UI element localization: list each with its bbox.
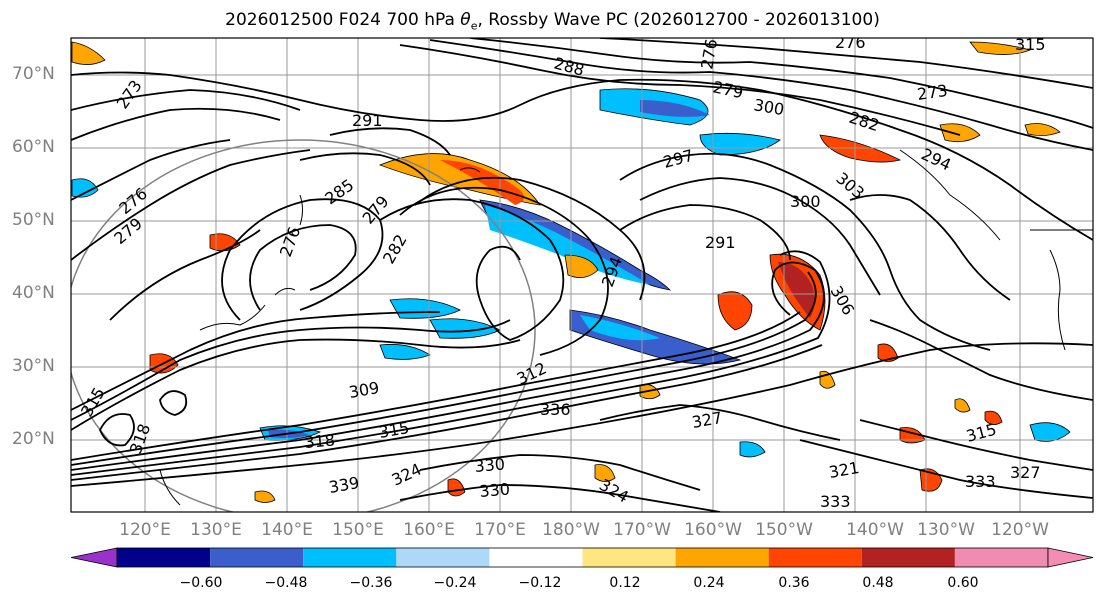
lon-label: 150°E <box>332 520 384 540</box>
colorbar-extend-low <box>70 547 118 568</box>
colorbar-cell <box>489 548 583 567</box>
lat-label: 50°N <box>12 210 55 230</box>
lon-label: 140°E <box>261 520 313 540</box>
colorbar-tick: −0.60 <box>179 575 223 591</box>
lon-label: 160°E <box>403 520 455 540</box>
svg-text:330: 330 <box>479 479 511 501</box>
lon-label: 170°W <box>613 520 671 540</box>
svg-text:315: 315 <box>1015 35 1046 54</box>
lon-label: 130°W <box>917 520 975 540</box>
colorbar-tick: −0.48 <box>264 575 308 591</box>
svg-text:318: 318 <box>304 430 336 452</box>
svg-text:330: 330 <box>474 454 506 476</box>
colorbar-cell <box>861 548 955 567</box>
coastlines <box>159 149 1093 506</box>
lat-label: 70°N <box>12 64 55 84</box>
colorbar-extend-high <box>1047 547 1094 568</box>
lon-label: 150°W <box>755 520 813 540</box>
graticule <box>71 38 1093 512</box>
colorbar-tick: −0.12 <box>518 575 562 591</box>
colorbar-cell <box>117 548 211 567</box>
lat-label: 20°N <box>12 429 55 449</box>
lon-label: 120°W <box>991 520 1049 540</box>
colorbar-cell <box>210 548 304 567</box>
map-title: 2026012500 F024 700 hPa θe, Rossby Wave … <box>225 10 880 33</box>
svg-text:333: 333 <box>820 492 851 511</box>
map-frame <box>70 37 1094 513</box>
lat-label: 30°N <box>12 356 55 376</box>
lon-label: 130°E <box>190 520 242 540</box>
colorbar-cell <box>396 548 490 567</box>
colorbar-cell <box>303 548 397 567</box>
lat-label: 40°N <box>12 283 55 303</box>
svg-text:327: 327 <box>1010 463 1041 482</box>
colorbar-tick: 0.48 <box>862 575 894 591</box>
colorbar-cell <box>675 548 769 567</box>
svg-text:291: 291 <box>352 111 383 130</box>
colorbar-cell <box>768 548 862 567</box>
lon-label: 160°W <box>684 520 742 540</box>
colorbar-cell <box>954 548 1048 567</box>
colorbar-tick: −0.36 <box>349 575 393 591</box>
colorbar-tick: −0.24 <box>433 575 477 591</box>
colorbar-tick: 0.36 <box>778 575 810 591</box>
colorbar-tick: 0.60 <box>947 575 979 591</box>
lon-label: 170°E <box>474 520 526 540</box>
colorbar-tick: 0.24 <box>693 575 725 591</box>
contours <box>71 38 1093 512</box>
svg-text:273: 273 <box>916 81 949 104</box>
lon-label: 120°E <box>119 520 171 540</box>
lat-label: 60°N <box>12 137 55 157</box>
lon-label: 140°W <box>846 520 904 540</box>
colorbar-tick: 0.12 <box>609 575 641 591</box>
svg-text:276: 276 <box>835 33 866 52</box>
svg-text:300: 300 <box>790 192 821 211</box>
svg-text:291: 291 <box>705 233 736 252</box>
svg-text:333: 333 <box>965 472 996 491</box>
region-circle <box>71 139 536 512</box>
colorbar-cell <box>582 548 676 567</box>
lon-label: 180°W <box>542 520 600 540</box>
svg-text:336: 336 <box>540 400 571 419</box>
